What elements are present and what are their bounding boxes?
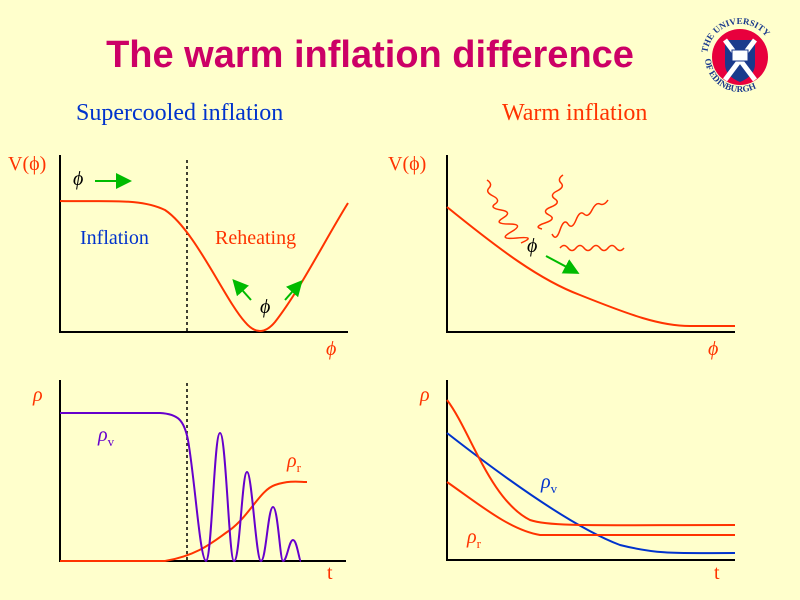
xlabel-field: ϕ [708,338,719,360]
university-logo: THE UNIVERSITY OF EDINBURGH [697,14,783,100]
field-label-min: ϕ [260,296,271,318]
arrow-icon [232,279,252,301]
axes [446,155,735,333]
rho: ρ [467,526,477,548]
xlabel-field: ϕ [326,338,337,360]
supercooled-subtitle: Supercooled inflation [76,100,284,126]
field-label: ϕ [527,235,538,257]
rho-r-label: ρr [287,450,301,476]
subscript-r: r [296,460,301,475]
axes [59,155,348,333]
subscript-r: r [476,536,481,551]
radiation-density-curve [446,399,736,527]
warm-subtitle: Warm inflation [502,100,648,126]
ylabel-rho: ρ [420,384,430,406]
supercooled-energy-plot [59,380,346,563]
vacuum-density-curve [446,432,736,555]
axes [446,380,735,561]
edinburgh-crest-icon: THE UNIVERSITY OF EDINBURGH [699,16,772,94]
rho-r-label: ρr [467,526,481,552]
subscript-v: v [550,481,558,496]
axes [59,380,346,562]
warm-potential-plot [446,155,735,333]
reheating-label: Reheating [215,227,297,249]
rho: ρ [541,471,551,493]
page-title: The warm inflation difference [106,34,634,76]
ylabel-potential: V(ϕ) [388,153,427,175]
inflation-label: Inflation [80,227,149,249]
supercooled-potential-plot [59,155,349,333]
radiation-wavy-icon [486,174,625,252]
xlabel-time: t [327,562,333,584]
ylabel-potential: V(ϕ) [8,153,47,175]
rho-v-label: ρv [541,471,557,497]
warm-energy-plot [446,380,736,561]
arrow-icon [284,280,303,301]
potential-curve [59,200,349,332]
arrow-icon [545,255,580,274]
radiation-density-curve-alt [446,481,735,536]
field-label: ϕ [73,168,84,190]
rho-v-label: ρv [98,424,114,450]
radiation-density-curve [60,480,308,562]
ylabel-rho: ρ [33,384,43,406]
potential-curve [446,206,735,327]
subscript-v: v [107,434,115,449]
rho: ρ [98,424,108,446]
vacuum-density-curve [60,412,302,563]
xlabel-time: t [714,562,720,584]
rho: ρ [287,450,297,472]
